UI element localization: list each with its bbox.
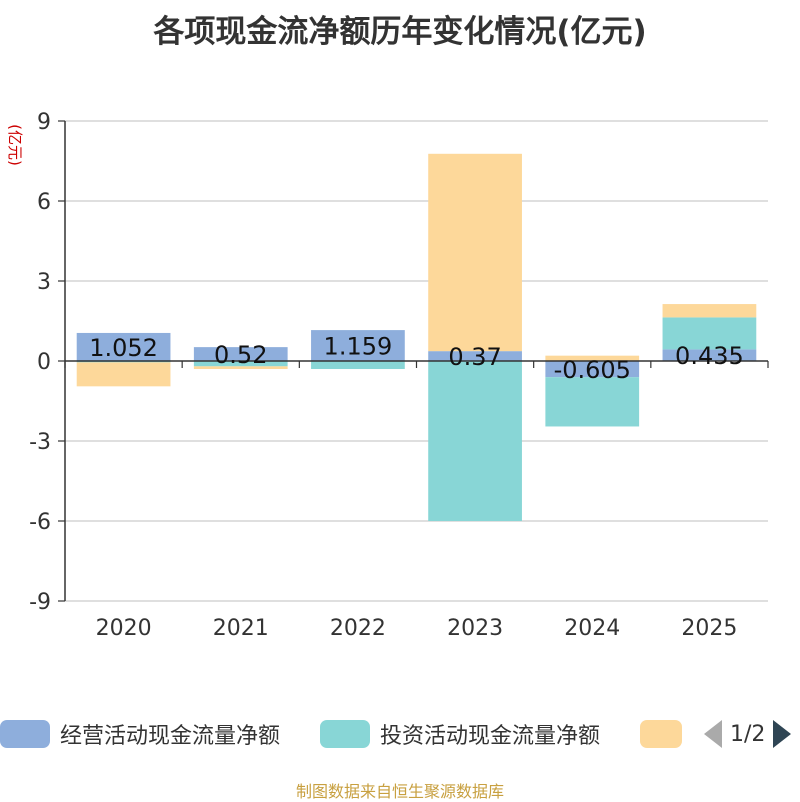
bar-2022-series-0[interactable] <box>311 330 405 361</box>
legend-pager: 1/2 <box>700 716 800 752</box>
bar-2025-series-0[interactable] <box>662 349 757 361</box>
legend-swatch-operating <box>0 720 50 748</box>
data-label: 0.52 <box>214 341 267 369</box>
next-page-icon[interactable] <box>773 720 792 748</box>
x-tick-label: 2020 <box>96 616 152 641</box>
bar-2021-series-0[interactable] <box>193 347 288 361</box>
legend-label-operating: 经营活动现金流量净额 <box>60 724 281 749</box>
data-label: 0.37 <box>448 343 501 371</box>
legend-label-investing: 投资活动现金流量净额 <box>380 724 601 749</box>
legend-swatch-investing <box>320 720 370 748</box>
x-tick-label: 2024 <box>564 616 620 641</box>
bar-2022-series-1[interactable] <box>311 361 405 369</box>
y-axis-label: (亿元) <box>6 124 24 166</box>
bar-2020-series-0[interactable] <box>76 332 171 361</box>
y-tick-label: -3 <box>29 430 51 455</box>
bar-2025-series-2[interactable] <box>662 304 757 318</box>
x-tick-label: 2021 <box>213 616 269 641</box>
data-label: 1.159 <box>324 333 393 361</box>
axis-layer: 9 6 3 0 -3 -6 -9 2020 2021 2022 2023 2024 2025 <box>29 110 769 641</box>
bar-2021-series-2[interactable] <box>193 366 288 369</box>
bar-2023-series-2[interactable] <box>428 153 522 352</box>
legend-page-indicator: 1/2 <box>730 721 766 747</box>
legend: 经营活动现金流量净额 投资活动现金流量净额 <box>0 716 800 756</box>
y-tick-label: 9 <box>37 110 51 135</box>
x-tick-label: 2022 <box>330 616 386 641</box>
bar-2025-series-1[interactable] <box>662 317 757 350</box>
x-tick-label: 2023 <box>447 616 503 641</box>
legend-item-investing[interactable]: 投资活动现金流量净额 <box>320 716 600 752</box>
y-tick-label: 3 <box>37 270 51 295</box>
previous-page-icon[interactable] <box>704 720 722 748</box>
x-tick-label: 2025 <box>681 616 737 641</box>
bar-2024-series-0[interactable] <box>545 361 640 378</box>
data-label: -0.605 <box>554 356 631 384</box>
y-tick-label: -9 <box>29 590 51 615</box>
data-label-layer: 1.052 0.52 1.159 0.37 -0.605 0.435 <box>89 333 744 385</box>
bar-2024-series-1[interactable] <box>545 377 640 427</box>
grid-lines <box>65 120 768 602</box>
data-label: 0.435 <box>675 342 744 370</box>
bar-2020-series-2[interactable] <box>76 362 171 387</box>
bar-2021-series-1[interactable] <box>193 361 288 367</box>
y-tick-label: 0 <box>37 350 51 375</box>
chart-canvas: 9 6 3 0 -3 -6 -9 2020 2021 2022 2023 2024 2025 1.052… <box>6 110 769 641</box>
bar-layer <box>76 153 757 521</box>
legend-swatch-financing <box>640 720 682 748</box>
bar-2023-series-1[interactable] <box>428 361 522 521</box>
y-tick-label: 6 <box>37 190 51 215</box>
legend-item-financing[interactable] <box>640 716 692 752</box>
chart-title: 各项现金流净额历年变化情况(亿元) <box>153 14 647 50</box>
bar-2023-series-0[interactable] <box>428 351 522 361</box>
data-label: 1.052 <box>89 334 158 362</box>
bar-2024-series-2[interactable] <box>545 355 640 361</box>
data-source-note: 制图数据来自恒生聚源数据库 <box>295 782 504 801</box>
y-tick-label: -6 <box>29 510 51 535</box>
legend-item-operating[interactable]: 经营活动现金流量净额 <box>0 716 280 752</box>
